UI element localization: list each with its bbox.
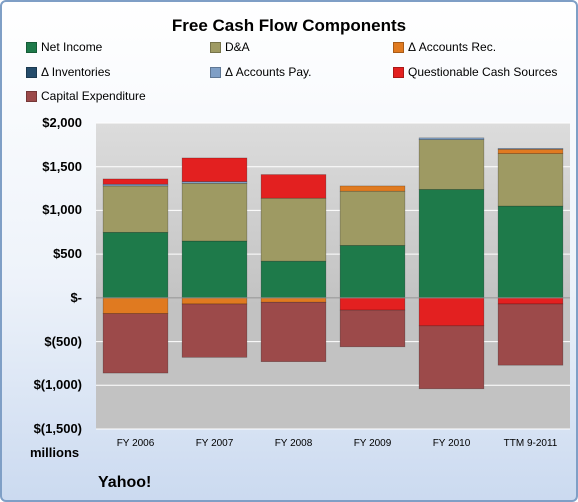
legend-label-capex: Capital Expenditure xyxy=(41,89,146,103)
bar-da-4 xyxy=(418,139,485,190)
legend-inventories: Δ Inventories xyxy=(26,65,110,79)
legend-swatch-accounts-pay xyxy=(210,66,221,78)
bar-da-2 xyxy=(260,197,327,262)
legend-swatch-inventories xyxy=(26,66,37,78)
legend-swatch-questionable xyxy=(393,66,404,78)
company-name: Yahoo! xyxy=(98,474,152,491)
legend-capex: Capital Expenditure xyxy=(26,89,146,103)
bar-da-3 xyxy=(339,190,406,246)
bar-da-1 xyxy=(181,183,248,242)
bar-accounts-rec-0 xyxy=(102,297,169,314)
y-tick-label: $(500) xyxy=(44,333,82,349)
bar-questionable-4 xyxy=(418,297,485,327)
bar-capex-0 xyxy=(102,313,169,374)
bar-accounts-rec-5 xyxy=(497,148,564,154)
bar-questionable-2 xyxy=(260,174,327,199)
plot-background-top xyxy=(96,123,570,307)
bar-capex-2 xyxy=(260,301,327,362)
bar-net-income-1 xyxy=(181,240,248,299)
legend-swatch-accounts-rec xyxy=(393,41,404,53)
bar-questionable-1 xyxy=(181,157,248,182)
legend-label-accounts-pay: Δ Accounts Pay. xyxy=(225,65,312,79)
bar-questionable-0 xyxy=(102,178,169,185)
y-tick-label: $(1,500) xyxy=(33,421,82,436)
y-tick-label: $2,000 xyxy=(42,115,82,130)
bar-net-income-2 xyxy=(260,260,327,299)
x-tick-label: FY 2009 xyxy=(353,438,392,449)
legend-net-income: Net Income xyxy=(26,40,102,54)
bar-accounts-pay-5 xyxy=(497,148,564,150)
bar-capex-1 xyxy=(181,303,248,358)
bar-accounts-rec-1 xyxy=(181,297,248,305)
bar-da-5 xyxy=(497,153,564,207)
bar-questionable-5 xyxy=(497,297,564,305)
legend-swatch-da xyxy=(210,41,221,53)
bar-capex-4 xyxy=(418,325,485,390)
y-tick-label: $(1,000) xyxy=(33,377,82,393)
legend-label-net-income: Net Income xyxy=(41,40,103,54)
y-tick-label: $1,500 xyxy=(42,158,82,174)
legend-da: D&A xyxy=(210,40,250,54)
bar-accounts-pay-4 xyxy=(418,137,485,140)
units-label: millions xyxy=(30,445,80,460)
bar-net-income-4 xyxy=(418,189,485,299)
legend-swatch-net-income xyxy=(26,41,37,53)
legend-swatch-capex xyxy=(26,90,37,102)
bar-net-income-5 xyxy=(497,205,564,299)
legend-label-questionable: Questionable Cash Sources xyxy=(408,65,558,79)
y-tick-label: $1,000 xyxy=(42,202,82,218)
legend-accounts-rec: Δ Accounts Rec. xyxy=(393,40,496,54)
bar-accounts-rec-3 xyxy=(339,185,406,192)
chart-title: Free Cash Flow Components xyxy=(171,16,407,35)
legend-label-accounts-rec: Δ Accounts Rec. xyxy=(408,40,497,54)
legend-questionable: Questionable Cash Sources xyxy=(393,65,557,79)
bar-net-income-0 xyxy=(102,231,169,299)
bar-capex-5 xyxy=(497,303,564,366)
bar-capex-3 xyxy=(339,309,406,348)
legend-label-inventories: Δ Inventories xyxy=(41,65,111,79)
x-tick-label: FY 2006 xyxy=(116,438,155,449)
bar-accounts-rec-2 xyxy=(260,297,327,303)
y-tick-label: $- xyxy=(70,289,82,305)
bar-net-income-3 xyxy=(339,245,406,299)
y-tick-label: $500 xyxy=(53,246,82,262)
chart-legend: Net Income D&A Δ Accounts Rec. Δ Invento… xyxy=(2,2,576,112)
legend-accounts-pay: Δ Accounts Pay. xyxy=(210,65,312,79)
legend-label-da: D&A xyxy=(225,40,250,54)
bar-questionable-neg-3 xyxy=(339,297,406,311)
x-tick-label: TTM 9-2011 xyxy=(503,438,558,449)
x-tick-label: FY 2007 xyxy=(195,438,234,449)
x-tick-label: FY 2008 xyxy=(274,438,313,449)
bar-da-0 xyxy=(102,185,169,233)
x-tick-label: FY 2010 xyxy=(432,438,471,449)
